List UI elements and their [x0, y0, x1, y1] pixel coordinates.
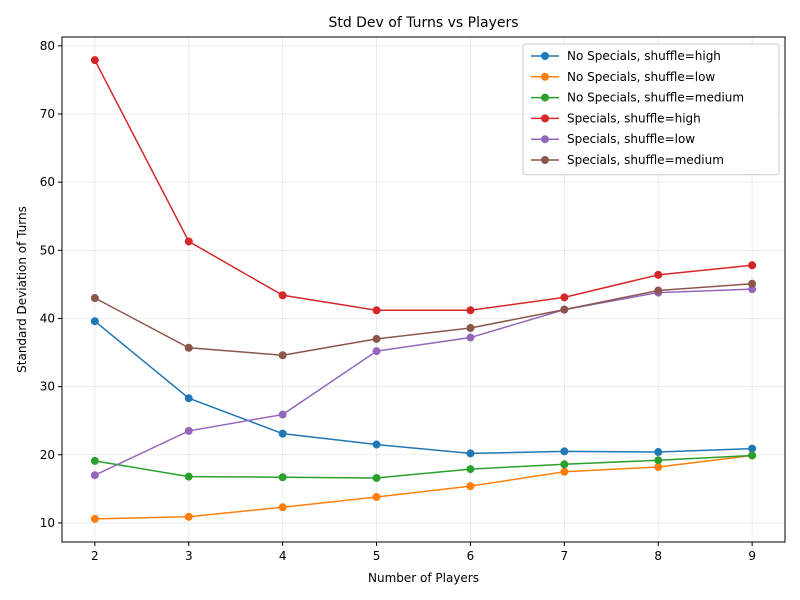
data-point [184, 343, 193, 352]
y-axis-label: Standard Deviation of Turns [15, 206, 29, 373]
plot-area-frame [61, 36, 786, 543]
data-point [560, 305, 569, 314]
data-point [466, 449, 475, 458]
legend-marker [541, 72, 549, 81]
x-tick-label: 9 [748, 549, 756, 563]
legend-label: Specials, shuffle=low [567, 132, 695, 146]
legend-marker [541, 156, 549, 164]
data-point [560, 447, 569, 456]
data-point [372, 347, 381, 356]
data-point [372, 334, 381, 343]
data-point [372, 440, 381, 449]
data-point [90, 294, 99, 303]
data-point [466, 333, 475, 342]
series-line [94, 288, 753, 476]
data-point [90, 456, 99, 465]
legend-marker [541, 52, 549, 60]
data-point [184, 426, 193, 435]
data-point [466, 306, 475, 315]
data-point [278, 291, 287, 300]
legend-marker [541, 114, 549, 123]
x-tick-label: 3 [185, 549, 193, 563]
data-point [278, 503, 287, 512]
legend-label: Specials, shuffle=high [567, 111, 701, 125]
x-axis-ticks: 2 3 4 5 6 7 8 9 [91, 542, 756, 563]
legend-label: No Specials, shuffle=high [567, 49, 721, 63]
x-tick-label: 2 [91, 549, 99, 563]
x-tick-label: 8 [654, 549, 662, 563]
data-point [184, 394, 193, 403]
y-tick-label: 20 [40, 448, 55, 462]
legend: No Specials, shuffle=high No Specials, sh… [522, 43, 780, 176]
legend-label: No Specials, shuffle=low [567, 70, 715, 84]
series-1 [90, 317, 757, 458]
data-point [466, 324, 475, 333]
series-line [94, 59, 753, 312]
data-point [372, 306, 381, 315]
y-tick-label: 70 [40, 107, 55, 121]
series-line [94, 454, 753, 520]
series-line [94, 320, 753, 455]
data-point [278, 429, 287, 438]
data-point [748, 261, 757, 270]
legend-label: No Specials, shuffle=medium [567, 91, 744, 105]
series-line [94, 282, 753, 357]
data-point [560, 460, 569, 469]
data-point [184, 512, 193, 521]
chart-title: Std Dev of Turns vs Players [328, 15, 518, 31]
data-point [278, 351, 287, 360]
data-point [372, 473, 381, 482]
data-point [278, 473, 287, 482]
legend-box [522, 43, 780, 176]
legend-item: No Specials, shuffle=low [531, 70, 715, 84]
data-point [278, 410, 287, 419]
y-tick-label: 30 [40, 380, 55, 394]
series-line [94, 454, 753, 479]
legend-marker [541, 135, 549, 144]
y-tick-label: 40 [40, 311, 55, 325]
data-point [466, 465, 475, 474]
legend-item: No Specials, shuffle=medium [531, 91, 744, 105]
series-6 [90, 279, 757, 360]
legend-item: Specials, shuffle=low [531, 132, 695, 146]
data-point [90, 317, 99, 326]
data-point [748, 444, 757, 453]
data-point [372, 493, 381, 502]
data-point [654, 286, 663, 295]
data-point [560, 293, 569, 302]
data-point [748, 451, 757, 460]
data-point [654, 448, 663, 457]
x-tick-label: 6 [467, 549, 475, 563]
x-tick-label: 5 [373, 549, 381, 563]
data-point [654, 463, 663, 472]
data-point [184, 472, 193, 481]
legend-item: Specials, shuffle=medium [531, 153, 724, 167]
data-point [90, 514, 99, 523]
series-4 [90, 56, 757, 315]
y-axis-ticks: 10 20 30 40 50 60 70 80 [40, 39, 62, 530]
x-tick-label: 4 [279, 549, 287, 563]
data-point [466, 482, 475, 491]
data-point [560, 467, 569, 476]
series-3 [90, 451, 757, 482]
legend-label: Specials, shuffle=medium [567, 153, 724, 167]
data-point [654, 270, 663, 279]
data-point [654, 456, 663, 465]
y-tick-label: 50 [40, 243, 55, 257]
legend-item: No Specials, shuffle=high [531, 49, 721, 63]
legend-marker [541, 93, 549, 102]
data-point [90, 471, 99, 480]
x-tick-label: 7 [561, 549, 569, 563]
y-tick-label: 80 [40, 39, 55, 53]
data-point [90, 56, 99, 65]
series-layer [90, 56, 757, 523]
y-tick-label: 10 [40, 516, 55, 530]
data-point [184, 237, 193, 246]
x-axis-label: Number of Players [368, 571, 479, 585]
y-tick-label: 60 [40, 175, 55, 189]
legend-item: Specials, shuffle=high [531, 111, 701, 125]
data-point [748, 279, 757, 288]
